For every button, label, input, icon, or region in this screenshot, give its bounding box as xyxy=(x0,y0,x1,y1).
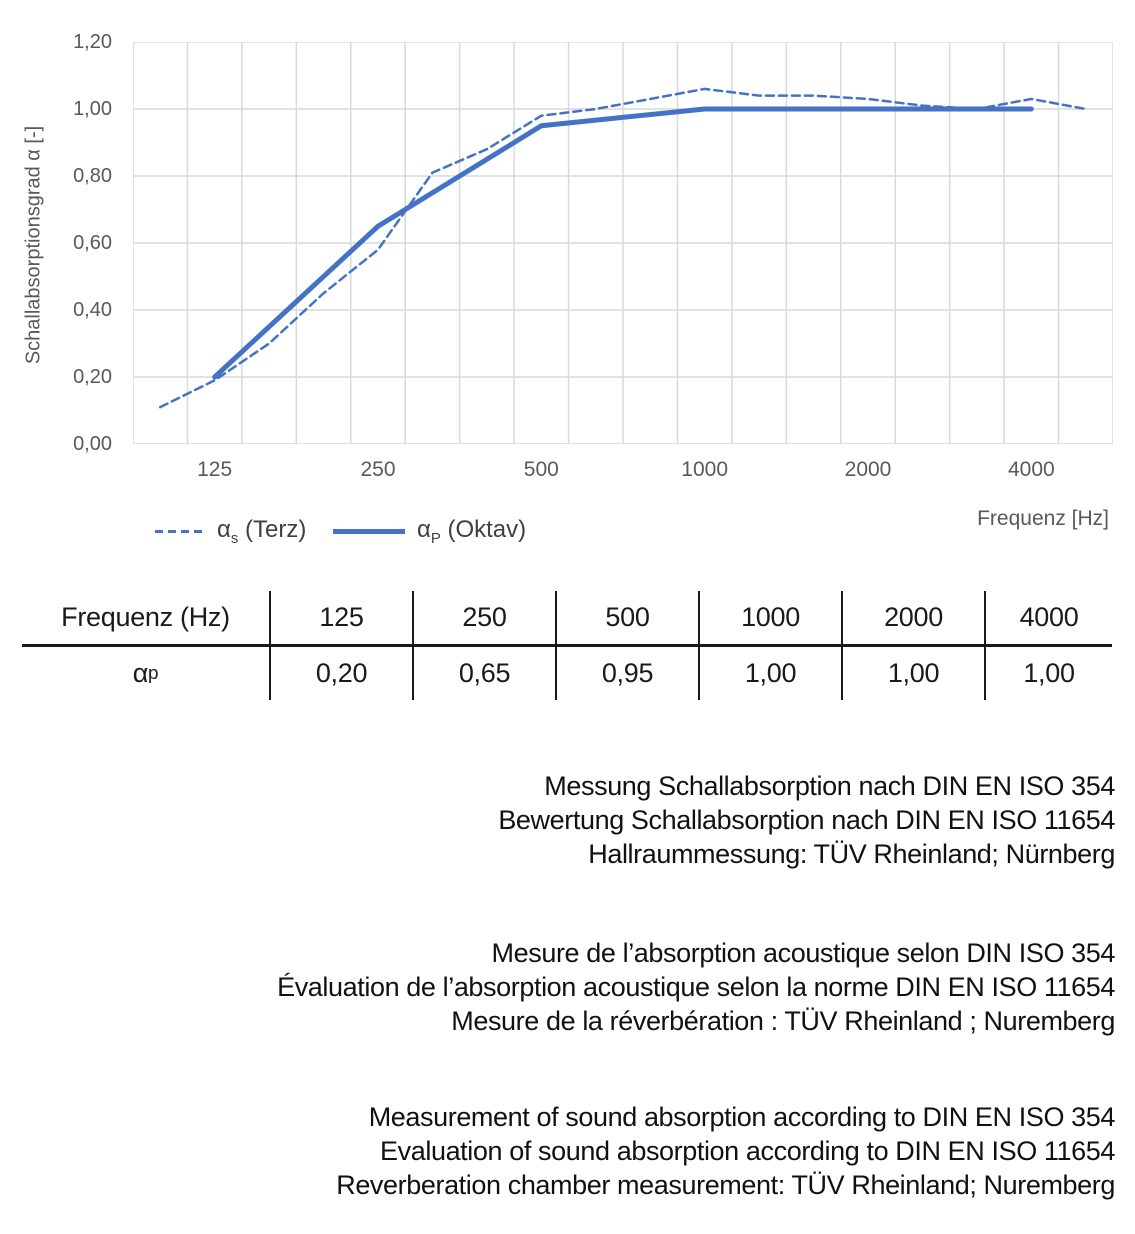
note-english-line-1: Measurement of sound absorption accordin… xyxy=(368,1102,1116,1132)
series-line-terz xyxy=(158,87,1088,409)
sound-absorption-chart: Schallabsorptionsgrad α [-] 1,20 1,00 0,80… xyxy=(0,0,1135,560)
legend-label-terz: αs (Terz) xyxy=(217,515,307,547)
table-header-4000: 4000 xyxy=(984,591,1112,647)
table-header-500: 500 xyxy=(555,591,698,647)
note-french: Mesure de l’absorption acoustique selon … xyxy=(20,936,1115,1038)
absorption-values-table: Frequenz (Hz) 125 250 500 1000 2000 4000… xyxy=(22,591,1112,700)
y-tick-label: 0,80 xyxy=(73,165,112,187)
y-tick-label: 1,20 xyxy=(73,31,112,53)
note-german-line-2: Bewertung Schallabsorption nach DIN EN I… xyxy=(498,805,1115,835)
legend-item-terz: αs (Terz) xyxy=(155,516,306,546)
y-tick-label: 0,60 xyxy=(73,232,112,254)
note-english-line-3: Reverberation chamber measurement: TÜV R… xyxy=(336,1170,1115,1200)
note-german: Messung Schallabsorption nach DIN EN ISO… xyxy=(20,769,1115,871)
note-german-line-3: Hallraummessung: TÜV Rheinland; Nürnberg xyxy=(588,839,1115,869)
table-value-250: 0,65 xyxy=(412,647,555,700)
x-tick-label: 500 xyxy=(523,458,559,481)
x-tick-label: 125 xyxy=(197,458,233,481)
x-tick-label: 2000 xyxy=(844,458,892,481)
y-tick-label: 0,20 xyxy=(73,366,112,388)
y-tick-label: 0,00 xyxy=(73,433,112,455)
y-tick-label: 0,40 xyxy=(73,299,112,321)
table-value-4000: 1,00 xyxy=(984,647,1112,700)
table-value-1000: 1,00 xyxy=(698,647,841,700)
table-header-frequency: Frequenz (Hz) xyxy=(22,591,269,647)
table-header-1000: 1000 xyxy=(698,591,841,647)
note-french-line-1: Mesure de l’absorption acoustique selon … xyxy=(491,938,1116,968)
y-tick-label: 1,00 xyxy=(73,98,112,120)
x-tick-label: 1000 xyxy=(681,458,729,481)
table-value-2000: 1,00 xyxy=(841,647,984,700)
note-english-line-2: Evaluation of sound absorption according… xyxy=(380,1136,1115,1166)
series-line-oktav xyxy=(212,106,1034,380)
table-header-125: 125 xyxy=(269,591,412,647)
note-french-line-2: Évaluation de l’absorption acoustique se… xyxy=(277,972,1115,1002)
dashed-line-swatch xyxy=(155,529,205,533)
plot-area xyxy=(133,42,1113,444)
x-tick-label: 250 xyxy=(360,458,396,481)
solid-line-swatch xyxy=(333,528,405,534)
table-header-250: 250 xyxy=(412,591,555,647)
x-tick-label: 4000 xyxy=(1007,458,1055,481)
note-english: Measurement of sound absorption accordin… xyxy=(20,1100,1115,1202)
table-header-2000: 2000 xyxy=(841,591,984,647)
legend-label-oktav: αP (Oktav) xyxy=(417,515,527,547)
x-axis-title: Frequenz [Hz] xyxy=(977,507,1109,530)
table-value-500: 0,95 xyxy=(555,647,698,700)
gridlines xyxy=(133,42,1113,444)
table-value-125: 0,20 xyxy=(269,647,412,700)
note-french-line-3: Mesure de la réverbération : TÜV Rheinla… xyxy=(451,1006,1115,1036)
note-german-line-1: Messung Schallabsorption nach DIN EN ISO… xyxy=(544,771,1115,801)
legend-item-oktav: αP (Oktav) xyxy=(333,516,526,546)
